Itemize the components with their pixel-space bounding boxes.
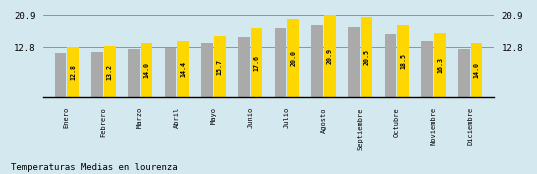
Text: 13.2: 13.2 xyxy=(107,64,113,80)
Bar xyxy=(384,34,396,97)
Bar xyxy=(164,48,176,97)
Bar xyxy=(287,19,299,97)
Text: 15.7: 15.7 xyxy=(217,59,223,75)
Text: 17.6: 17.6 xyxy=(253,55,259,71)
Bar xyxy=(177,41,189,97)
Text: 14.0: 14.0 xyxy=(474,62,480,78)
Text: 14.4: 14.4 xyxy=(180,61,186,77)
Bar xyxy=(471,42,482,97)
Bar xyxy=(91,52,103,97)
Bar xyxy=(141,42,153,97)
Text: 20.5: 20.5 xyxy=(364,49,369,65)
Bar xyxy=(201,43,213,97)
Text: 20.9: 20.9 xyxy=(327,48,333,64)
Text: 20.0: 20.0 xyxy=(291,50,296,66)
Bar xyxy=(274,28,286,97)
Bar xyxy=(128,49,140,97)
Bar xyxy=(348,27,360,97)
Text: Temperaturas Medias en lourenza: Temperaturas Medias en lourenza xyxy=(11,163,177,172)
Bar xyxy=(421,41,433,97)
Bar xyxy=(67,47,79,97)
Bar xyxy=(311,25,323,97)
Bar xyxy=(214,36,226,97)
Bar xyxy=(397,25,409,97)
Bar xyxy=(361,17,373,97)
Bar xyxy=(324,15,336,97)
Bar xyxy=(458,49,470,97)
Bar xyxy=(104,46,116,97)
Bar xyxy=(55,53,66,97)
Text: 18.5: 18.5 xyxy=(400,53,407,69)
Bar xyxy=(251,28,263,97)
Text: 16.3: 16.3 xyxy=(437,57,443,73)
Text: 12.8: 12.8 xyxy=(70,64,76,80)
Bar xyxy=(238,37,250,97)
Bar xyxy=(434,33,446,97)
Text: 14.0: 14.0 xyxy=(143,62,150,78)
